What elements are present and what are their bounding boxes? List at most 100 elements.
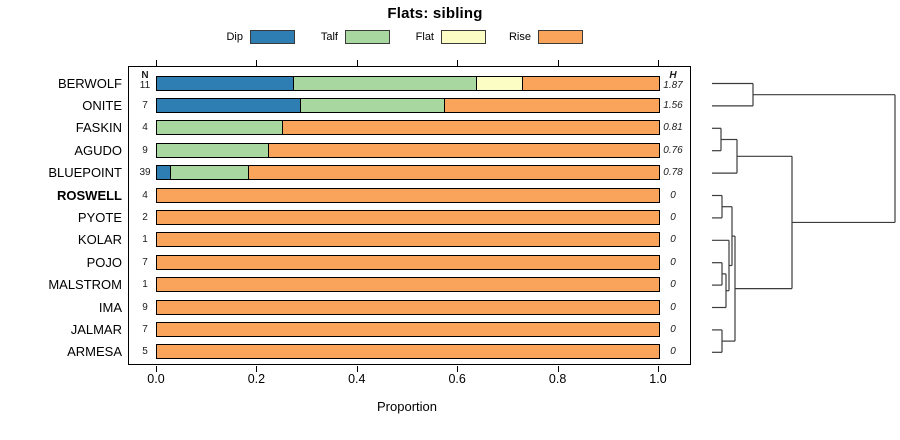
- bar-bluepoint: [156, 165, 660, 181]
- bar-pyote: [156, 209, 660, 225]
- x-tick-bottom: [658, 366, 659, 372]
- h-value: 0: [670, 234, 676, 246]
- x-tick-bottom: [356, 366, 358, 372]
- bar-segment-dip: [157, 98, 301, 112]
- legend-item-rise: Rise: [458, 29, 583, 44]
- bar-segment-rise: [157, 233, 659, 247]
- n-value: 2: [142, 211, 148, 223]
- n-value: 39: [139, 167, 151, 179]
- x-tick-bottom: [457, 366, 459, 372]
- bar-segment-rise: [157, 345, 659, 359]
- h-value: 1.56: [663, 99, 683, 111]
- x-tick-top: [356, 60, 358, 66]
- bar-segment-dip: [157, 76, 295, 90]
- x-axis-title: Proportion: [377, 399, 437, 414]
- bar-segment-talf: [157, 143, 270, 157]
- row-label-berwolf: BERWOLF: [57, 75, 122, 91]
- bar-segment-rise: [157, 322, 659, 336]
- legend-label-rise: Rise: [508, 30, 531, 43]
- row-label-roswell: ROSWELL: [57, 187, 122, 203]
- n-value: 9: [142, 301, 148, 313]
- x-tick-bottom: [156, 366, 157, 372]
- bar-segment-rise: [157, 255, 659, 269]
- legend-swatch-rise: [538, 29, 583, 44]
- row-label-malstrom: MALSTROM: [48, 277, 122, 293]
- h-value: 0: [670, 189, 676, 201]
- legend-label-talf: Talf: [320, 30, 338, 43]
- legend-label-flat: Flat: [415, 30, 434, 43]
- x-tick-label: 0.0: [147, 372, 165, 386]
- row-label-pyote: PYOTE: [77, 209, 122, 225]
- h-value: 0: [670, 301, 676, 313]
- row-label-onite: ONITE: [82, 97, 122, 113]
- x-tick-label: 1.0: [649, 372, 667, 386]
- x-tick-bottom: [557, 366, 559, 372]
- bar-malstrom: [156, 277, 660, 293]
- bar-segment-rise: [157, 278, 659, 292]
- n-value: 7: [142, 323, 148, 335]
- bar-segment-rise: [444, 98, 659, 112]
- legend-item-flat: Flat: [361, 29, 486, 44]
- bar-segment-rise: [157, 300, 659, 314]
- row-label-ima: IMA: [98, 299, 122, 315]
- n-header: N: [141, 69, 149, 81]
- row-label-kolar: KOLAR: [77, 232, 122, 248]
- bar-agudo: [156, 142, 660, 158]
- bar-segment-rise: [157, 188, 659, 202]
- h-value: 0.78: [663, 167, 683, 179]
- h-column-header: H 1.87: [663, 69, 683, 91]
- bar-segment-rise: [249, 166, 659, 180]
- n-value: 7: [142, 256, 148, 268]
- bar-armesa: [156, 344, 660, 360]
- legend-item-dip: Dip: [170, 29, 295, 44]
- bar-segment-rise: [157, 210, 659, 224]
- bar-onite: [156, 97, 660, 113]
- bar-roswell: [156, 187, 660, 203]
- n-value: 1: [142, 234, 148, 246]
- x-tick-label: 0.4: [348, 372, 366, 386]
- x-tick-label: 0.8: [548, 372, 567, 386]
- x-tick-top: [457, 60, 459, 66]
- x-tick-top: [557, 60, 559, 66]
- bar-segment-talf: [300, 98, 445, 112]
- legend-swatch-flat: [441, 29, 486, 44]
- h-value: 0: [670, 279, 676, 291]
- row-label-bluepoint: BLUEPOINT: [48, 165, 122, 181]
- bar-ima: [156, 299, 660, 315]
- bar-segment-dip: [157, 166, 171, 180]
- bar-segment-rise: [522, 76, 659, 90]
- n-value: 9: [142, 144, 148, 156]
- row-label-pojo: POJO: [86, 254, 122, 270]
- bar-pojo: [156, 254, 660, 270]
- bar-faskin: [156, 120, 660, 136]
- x-tick-label: 0.2: [247, 372, 266, 386]
- legend-label-dip: Dip: [226, 30, 243, 43]
- bar-segment-rise: [283, 121, 659, 135]
- legend-swatch-dip: [250, 29, 295, 44]
- bar-berwolf: [156, 75, 660, 91]
- row-label-jalmar: JALMAR: [70, 321, 122, 337]
- h-value: 0: [670, 323, 676, 335]
- x-tick-top: [256, 60, 258, 66]
- h-value: 0: [670, 211, 676, 223]
- bar-segment-rise: [269, 143, 659, 157]
- chart-title: Flats: sibling: [387, 5, 483, 22]
- h-value: 0.76: [663, 144, 683, 156]
- bar-segment-talf: [171, 166, 249, 180]
- bar-segment-talf: [157, 121, 284, 135]
- bar-segment-flat: [476, 76, 523, 90]
- bar-segment-talf: [294, 76, 477, 90]
- h-value: 0: [670, 256, 676, 268]
- bar-kolar: [156, 232, 660, 248]
- bar-jalmar: [156, 321, 660, 337]
- x-tick-top: [658, 60, 659, 66]
- n-value: 7: [142, 99, 148, 111]
- h-value: 0: [670, 346, 676, 358]
- n-value: 4: [142, 122, 148, 134]
- row-label-faskin: FASKIN: [75, 120, 122, 136]
- row-label-agudo: AGUDO: [74, 142, 122, 158]
- x-tick-bottom: [256, 366, 258, 372]
- n-column-header: N 11: [139, 69, 151, 91]
- x-tick-label: 0.6: [448, 372, 466, 386]
